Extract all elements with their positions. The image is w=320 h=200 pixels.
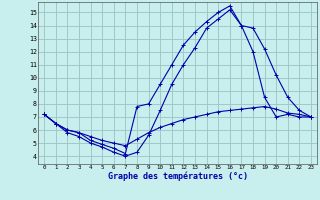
X-axis label: Graphe des températures (°c): Graphe des températures (°c) [108, 172, 248, 181]
